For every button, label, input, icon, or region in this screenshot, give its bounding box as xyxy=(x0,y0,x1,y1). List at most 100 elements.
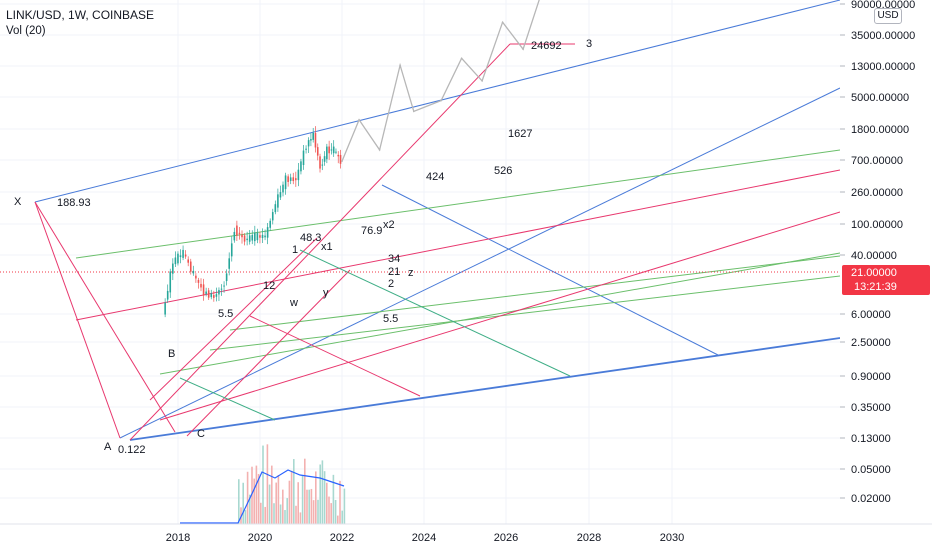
annotation-12: y xyxy=(323,287,329,299)
trend-line-9[interactable] xyxy=(129,43,511,441)
volume-bar xyxy=(297,482,299,524)
candle-body xyxy=(284,175,287,190)
trend-line-1[interactable] xyxy=(119,87,841,439)
volume-bar xyxy=(321,460,324,524)
price-tag-countdown: 13:21:39 xyxy=(854,281,897,293)
y-axis-bg xyxy=(840,0,932,524)
volume-bar xyxy=(257,473,260,524)
candle-body xyxy=(177,253,179,264)
candle-body xyxy=(282,184,284,193)
volume-bar xyxy=(334,499,337,524)
annotation-6: 5.5 xyxy=(218,308,233,320)
trend-line-13[interactable] xyxy=(149,237,318,401)
y-tick-label: 700.00000 xyxy=(851,155,903,167)
symbol-title[interactable]: LINK/USD, 1W, COINBASE xyxy=(6,8,155,22)
trend-line-4[interactable] xyxy=(75,149,841,259)
volume-bar xyxy=(260,502,262,524)
annotation-22: 1627 xyxy=(508,128,532,140)
candle-body xyxy=(316,147,319,156)
trend-line-0[interactable] xyxy=(34,0,841,203)
volume-bar xyxy=(290,470,293,524)
currency-badge[interactable]: USD xyxy=(874,8,902,24)
annotation-9: 48.3 xyxy=(300,232,321,244)
annotation-3: 0.122 xyxy=(118,444,146,456)
candle-body xyxy=(337,154,340,157)
y-tick-label: 0.05000 xyxy=(851,464,891,476)
trend-line-2[interactable] xyxy=(129,337,841,441)
trend-line-17[interactable] xyxy=(179,377,276,421)
trend-line-3[interactable] xyxy=(381,184,719,356)
candle-body xyxy=(264,235,266,238)
volume-bar xyxy=(242,482,244,524)
drawing-lines xyxy=(0,0,841,441)
trend-line-7[interactable] xyxy=(229,255,841,331)
y-tick-label: 260.00000 xyxy=(851,187,903,199)
candle-body xyxy=(166,290,169,300)
volume-bar xyxy=(264,506,266,524)
volume-bar xyxy=(253,478,255,524)
candle-body xyxy=(195,275,197,279)
grid xyxy=(0,0,840,524)
annotation-1: 188.93 xyxy=(57,197,91,209)
trend-line-6[interactable] xyxy=(209,275,841,351)
annotation-7: 12 xyxy=(263,280,275,292)
volume-bar xyxy=(339,480,341,524)
candle-body xyxy=(248,235,251,242)
candle-body xyxy=(184,254,187,257)
candle-body xyxy=(230,243,233,257)
trend-line-12[interactable] xyxy=(34,201,176,433)
annotation-4: B xyxy=(168,348,175,360)
volume-bar xyxy=(284,510,286,524)
volume-bar xyxy=(268,484,271,524)
candle-body xyxy=(271,212,274,221)
volume-indicator-label[interactable]: Vol (20) xyxy=(6,25,46,37)
projection-path[interactable] xyxy=(341,0,564,162)
volume-bar xyxy=(279,504,282,524)
y-tick-label: 40.00000 xyxy=(851,250,897,262)
volume-bar xyxy=(308,489,310,524)
candles xyxy=(164,126,342,318)
projection-point xyxy=(501,21,504,24)
candle-body xyxy=(310,139,312,141)
candle-body xyxy=(251,234,254,241)
volume-bar xyxy=(332,474,335,524)
trend-line-14[interactable] xyxy=(186,269,351,437)
candle-body xyxy=(319,156,321,169)
volume-bar xyxy=(244,510,247,524)
candle-body xyxy=(228,258,230,269)
y-tick-label: 2.50000 xyxy=(851,337,891,349)
projection-point xyxy=(522,48,524,51)
trend-line-18[interactable] xyxy=(299,249,571,377)
projection-point xyxy=(460,57,463,60)
candle-body xyxy=(210,293,213,298)
candle-body xyxy=(305,148,307,150)
candle-body xyxy=(236,225,238,236)
trend-line-10[interactable] xyxy=(159,211,841,421)
candle-body xyxy=(277,194,279,208)
volume-bar xyxy=(337,515,339,524)
volume-bar xyxy=(266,444,269,524)
y-tick-label: 90000.00000 xyxy=(851,0,915,11)
candle-body xyxy=(218,289,220,295)
candle-body xyxy=(335,151,337,153)
volume-bar xyxy=(249,494,251,524)
volume-bar xyxy=(246,471,249,524)
projection-point xyxy=(378,149,381,151)
trend-line-16[interactable] xyxy=(249,315,421,397)
volume-bar xyxy=(271,465,273,524)
candle-body xyxy=(225,273,228,282)
trend-line-11[interactable] xyxy=(34,201,121,439)
price-tag-box xyxy=(842,265,930,295)
projection-point xyxy=(481,80,483,82)
candle-body xyxy=(326,146,328,160)
annotation-0: X xyxy=(14,196,22,208)
trend-line-5[interactable] xyxy=(159,252,841,375)
candle-body xyxy=(241,234,243,238)
y-tick-label: 35000.00000 xyxy=(851,30,915,42)
candle-body xyxy=(233,231,236,241)
price-tag: 21.00000 13:21:39 xyxy=(842,265,930,295)
volume-bar xyxy=(330,503,332,524)
